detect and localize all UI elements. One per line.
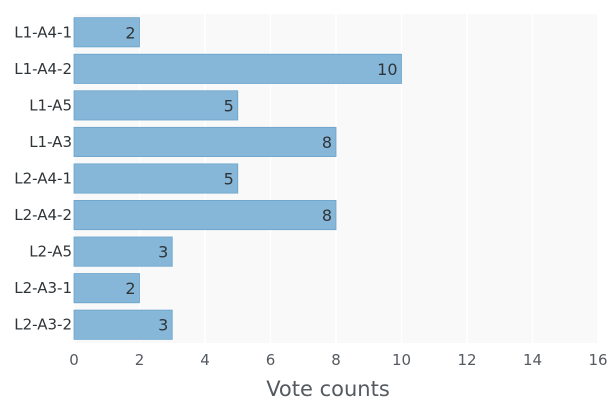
bar-value-label: 5 <box>224 170 234 189</box>
bar-value-label: 5 <box>224 96 234 115</box>
bars <box>73 17 402 340</box>
bar <box>73 236 173 267</box>
bar-value-label: 8 <box>322 206 332 225</box>
bar <box>73 273 140 304</box>
x-axis-title: Vote counts <box>266 377 390 400</box>
x-tick-label: 0 <box>69 351 79 369</box>
category-label: L2-A3-1 <box>14 279 72 297</box>
x-tick-labels: 0 2 4 6 8 10 12 14 16 <box>69 351 607 369</box>
x-tick-label: 6 <box>266 351 276 369</box>
bar <box>73 90 239 121</box>
bar <box>73 53 402 84</box>
bar <box>73 17 140 48</box>
x-tick-label: 12 <box>457 351 476 369</box>
category-label: L1-A4-2 <box>14 60 72 78</box>
bar-value-label: 3 <box>158 243 168 262</box>
bar-value-label: 10 <box>377 60 397 79</box>
category-label: L1-A4-1 <box>14 23 72 41</box>
bar <box>73 163 239 194</box>
bar-value-label: 8 <box>322 133 332 152</box>
x-tick-label: 10 <box>392 351 411 369</box>
category-label: L1-A5 <box>29 96 72 114</box>
bar <box>73 126 337 157</box>
bar-value-label: 2 <box>125 279 135 298</box>
x-tick-label: 16 <box>588 351 607 369</box>
category-label: L1-A3 <box>29 133 72 151</box>
bar-value-label: 2 <box>125 23 135 42</box>
category-label: L2-A4-2 <box>14 206 72 224</box>
bar-value-label: 3 <box>158 316 168 335</box>
x-tick-label: 4 <box>200 351 210 369</box>
category-labels: L1-A4-1 L1-A4-2 L1-A5 L1-A3 L2-A4-1 L2-A4-2 L2… <box>14 23 72 333</box>
x-tick-label: 8 <box>331 351 341 369</box>
category-label: L2-A3-2 <box>14 316 72 334</box>
category-label: L2-A4-1 <box>14 170 72 188</box>
bar <box>73 200 337 231</box>
x-tick-label: 2 <box>135 351 145 369</box>
data-labels: 2 10 5 8 5 8 3 2 3 <box>125 23 397 334</box>
x-tick-label: 14 <box>523 351 542 369</box>
bar <box>73 309 173 340</box>
category-label: L2-A5 <box>29 243 72 261</box>
